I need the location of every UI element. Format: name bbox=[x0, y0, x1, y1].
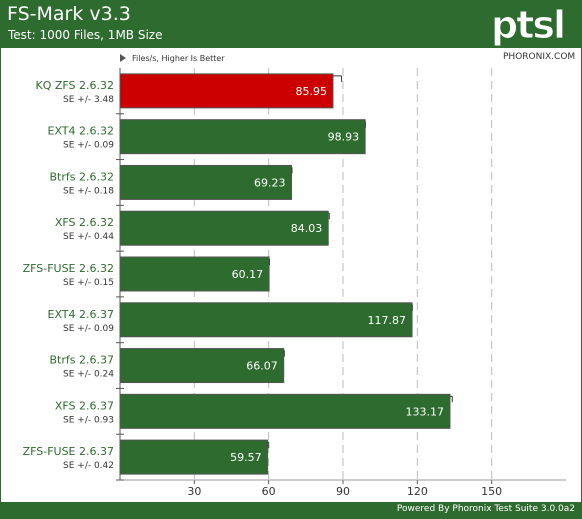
category-label: EXT4 2.6.37 bbox=[48, 308, 115, 321]
category-label: KQ ZFS 2.6.32 bbox=[35, 79, 114, 92]
pts-logo: ptsl bbox=[491, 4, 567, 46]
chart-subtitle: Test: 1000 Files, 1MB Size bbox=[8, 28, 163, 42]
x-tick-label: 150 bbox=[481, 485, 502, 498]
se-label: SE +/- 0.93 bbox=[63, 415, 114, 425]
se-label: SE +/- 0.18 bbox=[63, 186, 114, 196]
watermark: PHORONIX.COM bbox=[503, 52, 576, 62]
se-label: SE +/- 0.42 bbox=[63, 461, 114, 471]
legend-label: Files/s, Higher Is Better bbox=[132, 54, 225, 63]
se-label: SE +/- 0.44 bbox=[63, 232, 114, 242]
logo-lettering: ptsl bbox=[491, 4, 564, 46]
bar bbox=[119, 164, 293, 200]
x-tick-label: 30 bbox=[187, 485, 201, 498]
bar bbox=[119, 119, 366, 155]
category-label: XFS 2.6.37 bbox=[55, 399, 114, 412]
category-label: ZFS-FUSE 2.6.32 bbox=[23, 262, 114, 275]
bar bbox=[119, 348, 285, 384]
bar bbox=[119, 439, 269, 475]
x-tick-label: 60 bbox=[262, 485, 276, 498]
footer-text: Powered By Phoronix Test Suite 3.0.0a2 bbox=[396, 504, 575, 514]
bar-value-label: 69.23 bbox=[254, 176, 286, 189]
category-label: EXT4 2.6.32 bbox=[48, 125, 115, 138]
bars-layer: 85.95 98.93 69.23 84.03 60.17 117.87 66.07 133.… bbox=[119, 73, 453, 475]
bar-value-label: 98.93 bbox=[328, 131, 360, 144]
bar-value-label: 84.03 bbox=[291, 222, 323, 235]
bar bbox=[119, 210, 329, 246]
bar bbox=[119, 73, 334, 109]
chart-header: FS-Mark v3.3 Test: 1000 Files, 1MB Size … bbox=[1, 1, 581, 48]
se-label: SE +/- 0.09 bbox=[63, 324, 114, 334]
bar-value-label: 117.87 bbox=[368, 314, 407, 327]
legend-arrow-icon bbox=[120, 54, 126, 62]
bar-value-label: 85.95 bbox=[295, 85, 327, 98]
se-label: SE +/- 0.09 bbox=[63, 141, 114, 151]
category-label: XFS 2.6.32 bbox=[55, 216, 114, 229]
bar-value-label: 133.17 bbox=[405, 405, 444, 418]
chart-title: FS-Mark v3.3 bbox=[7, 3, 131, 25]
chart-footer: Powered By Phoronix Test Suite 3.0.0a2 bbox=[1, 502, 581, 518]
x-tick-label: 90 bbox=[336, 485, 350, 498]
bar bbox=[119, 256, 270, 292]
bar bbox=[119, 393, 451, 429]
bar-value-label: 60.17 bbox=[232, 268, 264, 281]
axis-layer: 30 60 90 120 150 KQ ZFS 2.6.32 SE +/- 3.48 EXT4… bbox=[23, 68, 566, 498]
category-label: ZFS-FUSE 2.6.37 bbox=[23, 445, 114, 458]
category-label: Btrfs 2.6.37 bbox=[50, 354, 114, 367]
legend: Files/s, Higher Is Better bbox=[120, 54, 225, 63]
bar-value-label: 66.07 bbox=[246, 360, 278, 373]
se-label: SE +/- 0.24 bbox=[63, 370, 114, 380]
se-label: SE +/- 3.48 bbox=[63, 95, 114, 105]
bar-value-label: 59.57 bbox=[230, 451, 262, 464]
bar bbox=[119, 302, 413, 338]
se-label: SE +/- 0.15 bbox=[63, 278, 114, 288]
x-tick-label: 120 bbox=[407, 485, 428, 498]
category-label: Btrfs 2.6.32 bbox=[50, 170, 114, 183]
